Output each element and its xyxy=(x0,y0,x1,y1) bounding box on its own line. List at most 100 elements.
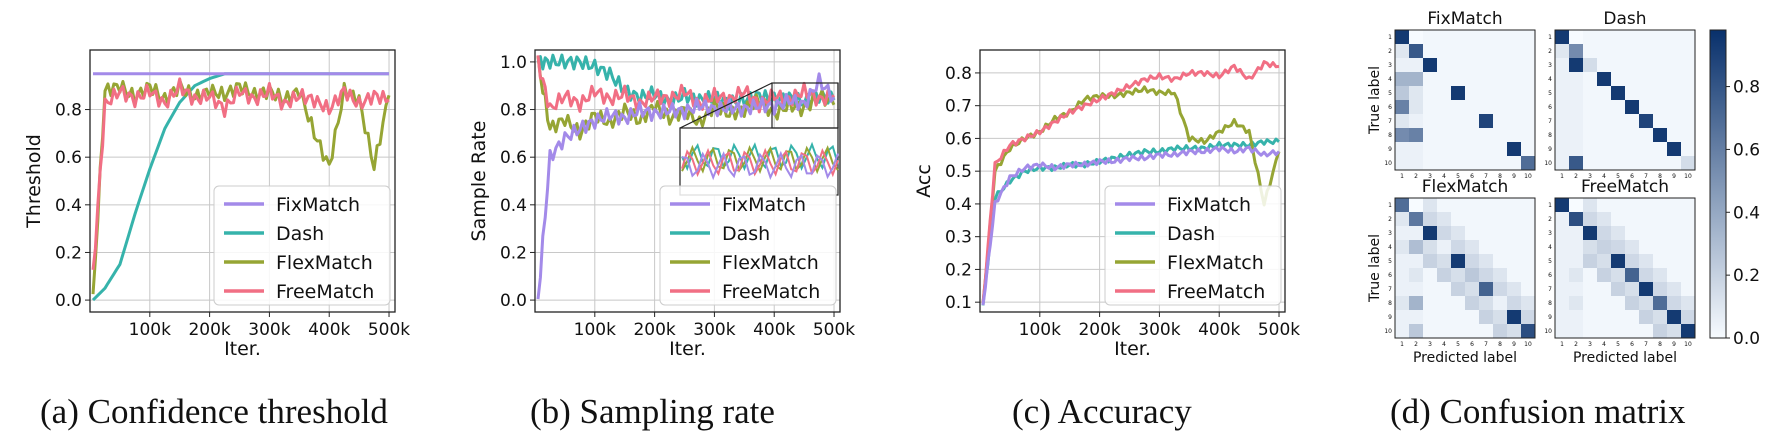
legend: FixMatch Dash FlexMatch FreeMatch xyxy=(213,185,391,306)
cm-col-tick: 7 xyxy=(1644,173,1648,180)
cm-cell xyxy=(1423,226,1438,241)
cm-cell xyxy=(1667,296,1682,311)
cm-cell xyxy=(1555,30,1570,45)
cm-cell xyxy=(1451,128,1466,143)
cm-cell xyxy=(1465,198,1480,213)
cm-cell xyxy=(1409,324,1424,339)
cm-cell xyxy=(1479,240,1494,255)
cm-cell xyxy=(1437,58,1452,73)
y-tick-label: 0.5 xyxy=(945,162,972,182)
cm-row-tick: 7 xyxy=(1388,286,1392,293)
cm-cell xyxy=(1409,128,1424,143)
cm-cell xyxy=(1451,282,1466,297)
y-tick-label: 0.0 xyxy=(500,291,527,311)
cm-row-tick: 1 xyxy=(1388,202,1392,209)
cm-cell xyxy=(1583,226,1598,241)
cm-cell xyxy=(1437,226,1452,241)
cm-cell xyxy=(1625,254,1640,269)
cm-cell xyxy=(1555,58,1570,73)
cm-cell xyxy=(1423,156,1438,171)
cm-cell xyxy=(1681,254,1696,269)
cm-cell xyxy=(1451,198,1466,213)
cm-cell xyxy=(1507,282,1522,297)
cm-cell xyxy=(1451,226,1466,241)
y-tick-label: 0.0 xyxy=(55,291,82,311)
cm-cell xyxy=(1555,198,1570,213)
cm-row-tick: 2 xyxy=(1388,48,1392,55)
legend-box xyxy=(659,185,837,306)
cm-cell xyxy=(1465,114,1480,129)
cm-cell xyxy=(1437,72,1452,87)
x-tick-label: 200k xyxy=(1078,320,1120,340)
cm-cell xyxy=(1409,226,1424,241)
cm-col-tick: 8 xyxy=(1658,173,1662,180)
cm-row-tick: 4 xyxy=(1388,244,1392,251)
cm-cell xyxy=(1465,268,1480,283)
cm-col-tick: 1 xyxy=(1560,173,1564,180)
cm-cell xyxy=(1625,58,1640,73)
colorbar-tick-label: 0.4 xyxy=(1733,203,1760,223)
cm-col-tick: 6 xyxy=(1470,173,1474,180)
cm-row-tick: 9 xyxy=(1388,146,1392,153)
cm-col-tick: 9 xyxy=(1672,173,1676,180)
cm-col-tick: 10 xyxy=(1524,341,1532,348)
legend-label-fixmatch: FixMatch xyxy=(276,194,360,216)
y-tick-label: 0.6 xyxy=(945,129,972,149)
cm-col-tick: 2 xyxy=(1414,173,1418,180)
cm-cell xyxy=(1437,282,1452,297)
cm-row-tick: 9 xyxy=(1388,314,1392,321)
plot-2: 100k 200k 300k 400k 500k 0.1 0.2 0.3 0.4 0.5 0.6 0.… xyxy=(913,49,1300,360)
cm-cell xyxy=(1569,296,1584,311)
cm-cell xyxy=(1625,226,1640,241)
cm-col-tick: 10 xyxy=(1684,341,1692,348)
cm-cell xyxy=(1583,254,1598,269)
cm-row-tick: 2 xyxy=(1388,216,1392,223)
cm-cell xyxy=(1653,226,1668,241)
legend: FixMatch Dash FlexMatch FreeMatch xyxy=(1104,185,1282,306)
cm-cell xyxy=(1597,310,1612,325)
cm-cell xyxy=(1507,100,1522,115)
x-tick-label: 500k xyxy=(368,320,410,340)
cm-col-tick: 5 xyxy=(1456,173,1460,180)
cm-cell xyxy=(1611,142,1626,157)
cm-cell xyxy=(1423,268,1438,283)
legend-label-dash: Dash xyxy=(276,223,324,245)
cm-cell xyxy=(1597,86,1612,101)
cm-cell xyxy=(1493,86,1508,101)
legend-box xyxy=(1104,185,1282,306)
x-axis-label: Iter. xyxy=(1114,338,1151,360)
cm-col-tick: 10 xyxy=(1524,173,1532,180)
cm-cell xyxy=(1625,156,1640,171)
cm-cell xyxy=(1555,114,1570,129)
cm-cell xyxy=(1667,58,1682,73)
cm-cell xyxy=(1583,142,1598,157)
cm-cell xyxy=(1437,100,1452,115)
cm-cell xyxy=(1681,128,1696,143)
cm-cell xyxy=(1667,30,1682,45)
cm-col-tick: 6 xyxy=(1630,341,1634,348)
cm-cell xyxy=(1681,282,1696,297)
cm-frame xyxy=(1394,197,1536,339)
cm-cell xyxy=(1653,240,1668,255)
cm-cell xyxy=(1555,310,1570,325)
cm-cell xyxy=(1569,128,1584,143)
cm-cell xyxy=(1569,100,1584,115)
cm-cell xyxy=(1569,86,1584,101)
cm-cell xyxy=(1521,226,1536,241)
cm-col-tick: 6 xyxy=(1630,173,1634,180)
cm-cell xyxy=(1555,254,1570,269)
colorbar-tick-label: 0.6 xyxy=(1733,140,1760,160)
series-freematch xyxy=(91,77,390,270)
cm-cell xyxy=(1493,324,1508,339)
cm-cell xyxy=(1569,254,1584,269)
cm-title: Dash xyxy=(1603,9,1646,29)
cm-cell xyxy=(1437,44,1452,59)
cm-cell xyxy=(1653,142,1668,157)
y-tick-label: 0.7 xyxy=(945,97,972,117)
cm-cell xyxy=(1611,296,1626,311)
cm-row-tick: 1 xyxy=(1388,34,1392,41)
cm-col-tick: 7 xyxy=(1644,341,1648,348)
cm-cell xyxy=(1611,240,1626,255)
cm-row-tick: 8 xyxy=(1388,300,1392,307)
cm-cell xyxy=(1639,212,1654,227)
